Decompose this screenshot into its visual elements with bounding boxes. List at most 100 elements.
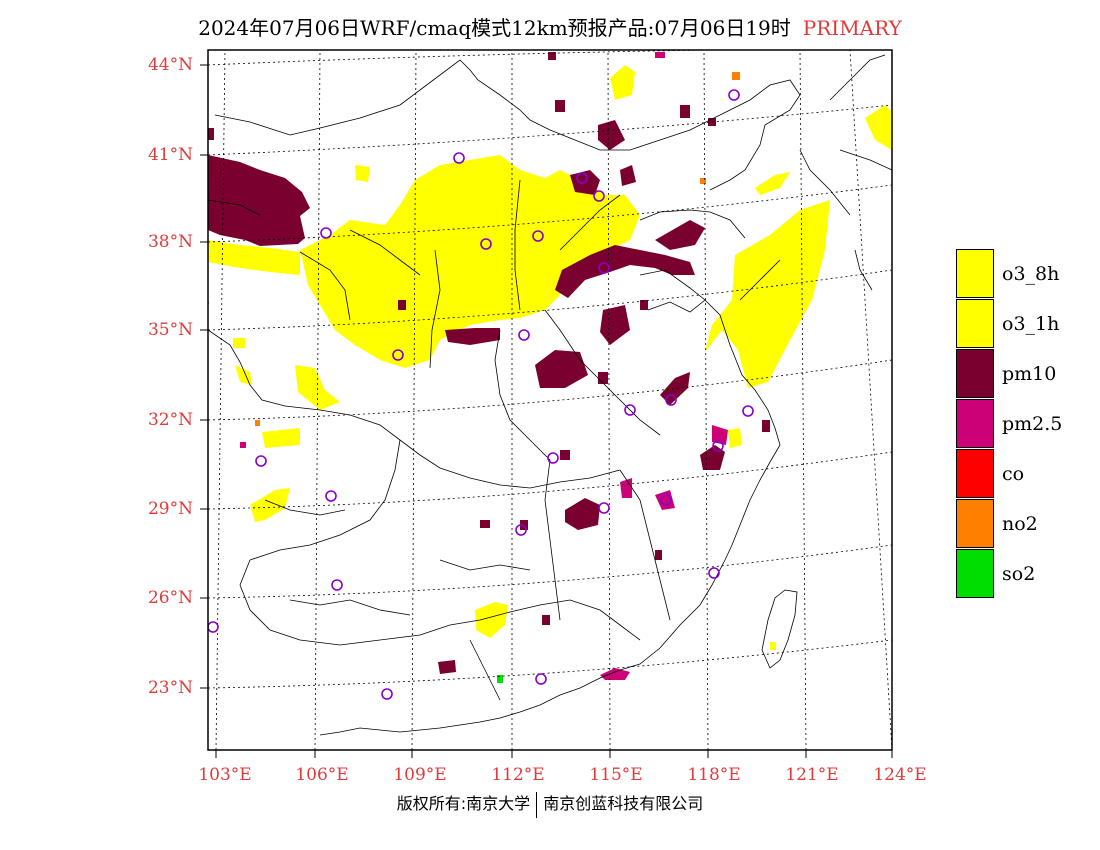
pm25-anhui-area <box>712 425 728 445</box>
pm10-speck <box>598 372 608 384</box>
lat-label-26n: 26°N <box>147 588 193 608</box>
legend-label: pm10 <box>1002 363 1057 385</box>
o3-small-area <box>728 428 742 448</box>
pm10-shaanxi-area <box>445 328 500 345</box>
o3-sichuan-area-2 <box>262 428 300 448</box>
pm25-fujian-area <box>620 478 632 498</box>
station-marker <box>208 621 219 633</box>
pm10-shandong-north <box>655 220 705 250</box>
copyright-company: 南京创蓝科技有限公司 <box>543 794 704 813</box>
lon-label-118e: 118°E <box>687 765 741 785</box>
station-marker <box>480 238 492 250</box>
o3-northeast-area-3 <box>865 105 892 150</box>
lon-label-109e: 109°E <box>393 765 447 785</box>
station-marker <box>712 440 724 452</box>
o3-west-strip-area <box>208 240 300 275</box>
legend-label: no2 <box>1002 513 1038 535</box>
legend-label: so2 <box>1002 563 1036 585</box>
lon-label-124e: 124°E <box>873 765 927 785</box>
station-marker <box>576 172 588 184</box>
station-marker <box>381 688 393 700</box>
pm10-anhui-area <box>660 372 690 405</box>
lat-label-41n: 41°N <box>147 145 193 165</box>
station-marker <box>255 455 267 467</box>
station-marker <box>331 579 343 591</box>
legend-swatch <box>956 499 994 548</box>
lat-label-29n: 29°N <box>147 499 193 519</box>
lon-label-103e: 103°E <box>198 765 252 785</box>
station-marker <box>535 673 547 685</box>
lon-label-115e: 115°E <box>589 765 643 785</box>
o3-yellow-sea-area <box>705 200 830 388</box>
map-frame <box>207 49 893 751</box>
legend-label: o3_1h <box>1002 313 1060 335</box>
lat-label-38n: 38°N <box>147 232 193 252</box>
legend-label: o3_8h <box>1002 263 1060 285</box>
station-marker <box>665 394 677 406</box>
station-marker <box>708 567 720 579</box>
no2-speck <box>255 420 260 426</box>
title-text: 2024年07月06日WRF/cmaq模式12km预报产品:07月06日19时 <box>198 16 791 40</box>
taiwan-outline <box>761 589 798 669</box>
o3-guizhou-area <box>250 488 290 522</box>
axis-ticks <box>200 64 893 758</box>
pm10-speck <box>542 615 550 625</box>
station-marker <box>515 524 527 536</box>
lon-label-121e: 121°E <box>785 765 839 785</box>
pm10-hebei-north <box>598 120 625 150</box>
pm10-areas <box>208 52 770 674</box>
legend-swatch <box>956 449 994 498</box>
station-marker <box>392 349 404 361</box>
pm25-areas <box>240 52 728 680</box>
station-marker <box>728 89 740 101</box>
so2-speck <box>497 675 503 683</box>
legend-label: co <box>1002 463 1025 485</box>
o3-guangxi-area <box>475 602 508 638</box>
pm10-henan-east <box>600 305 630 345</box>
station-marker <box>208 300 209 306</box>
legend-swatch <box>956 399 994 448</box>
station-marker <box>598 262 610 274</box>
pm10-speck <box>680 105 690 118</box>
graticule <box>208 50 892 750</box>
o3-northeast-area-1 <box>610 65 635 100</box>
station-marker <box>320 227 332 239</box>
station-markers <box>208 89 754 700</box>
station-marker <box>325 490 337 502</box>
map-content <box>208 50 892 750</box>
legend-swatch <box>956 249 994 298</box>
copyright-footer: 版权所有:南京大学 南京创蓝科技有限公司 <box>0 790 1100 818</box>
station-marker <box>518 329 530 341</box>
pm10-speck <box>655 550 662 560</box>
station-marker <box>660 494 672 506</box>
o3-areas <box>208 65 892 650</box>
pm10-shandong-band <box>555 245 695 298</box>
station-marker <box>453 152 465 164</box>
pm10-guangxi-area <box>438 660 456 674</box>
o3-northeast-area-2 <box>755 172 790 195</box>
pm10-speck <box>762 420 770 432</box>
map-title: 2024年07月06日WRF/cmaq模式12km预报产品:07月06日19时 P… <box>0 12 1100 41</box>
pm25-northeast-speck <box>655 52 665 58</box>
no2-speck <box>732 72 740 80</box>
footer-separator <box>536 791 538 818</box>
no2-speck <box>700 178 706 184</box>
lon-label-106e: 106°E <box>295 765 349 785</box>
legend-swatch <box>956 299 994 348</box>
station-marker <box>742 405 754 417</box>
lat-label-44n: 44°N <box>147 55 193 75</box>
pm25-sichuan-speck <box>240 442 246 448</box>
legend-label: pm2.5 <box>1002 413 1063 435</box>
pm10-beijing-area <box>620 165 636 186</box>
province-borders <box>208 54 892 736</box>
lat-label-35n: 35°N <box>147 320 193 340</box>
pm10-speck <box>208 128 214 140</box>
copyright-owner: 版权所有:南京大学 <box>396 794 531 813</box>
pm10-speck <box>548 52 556 60</box>
pm10-speck <box>398 300 406 310</box>
pm10-speck <box>480 520 490 528</box>
legend-swatch <box>956 549 994 598</box>
station-marker <box>598 502 610 514</box>
pm25-jiangxi-area <box>655 490 675 510</box>
